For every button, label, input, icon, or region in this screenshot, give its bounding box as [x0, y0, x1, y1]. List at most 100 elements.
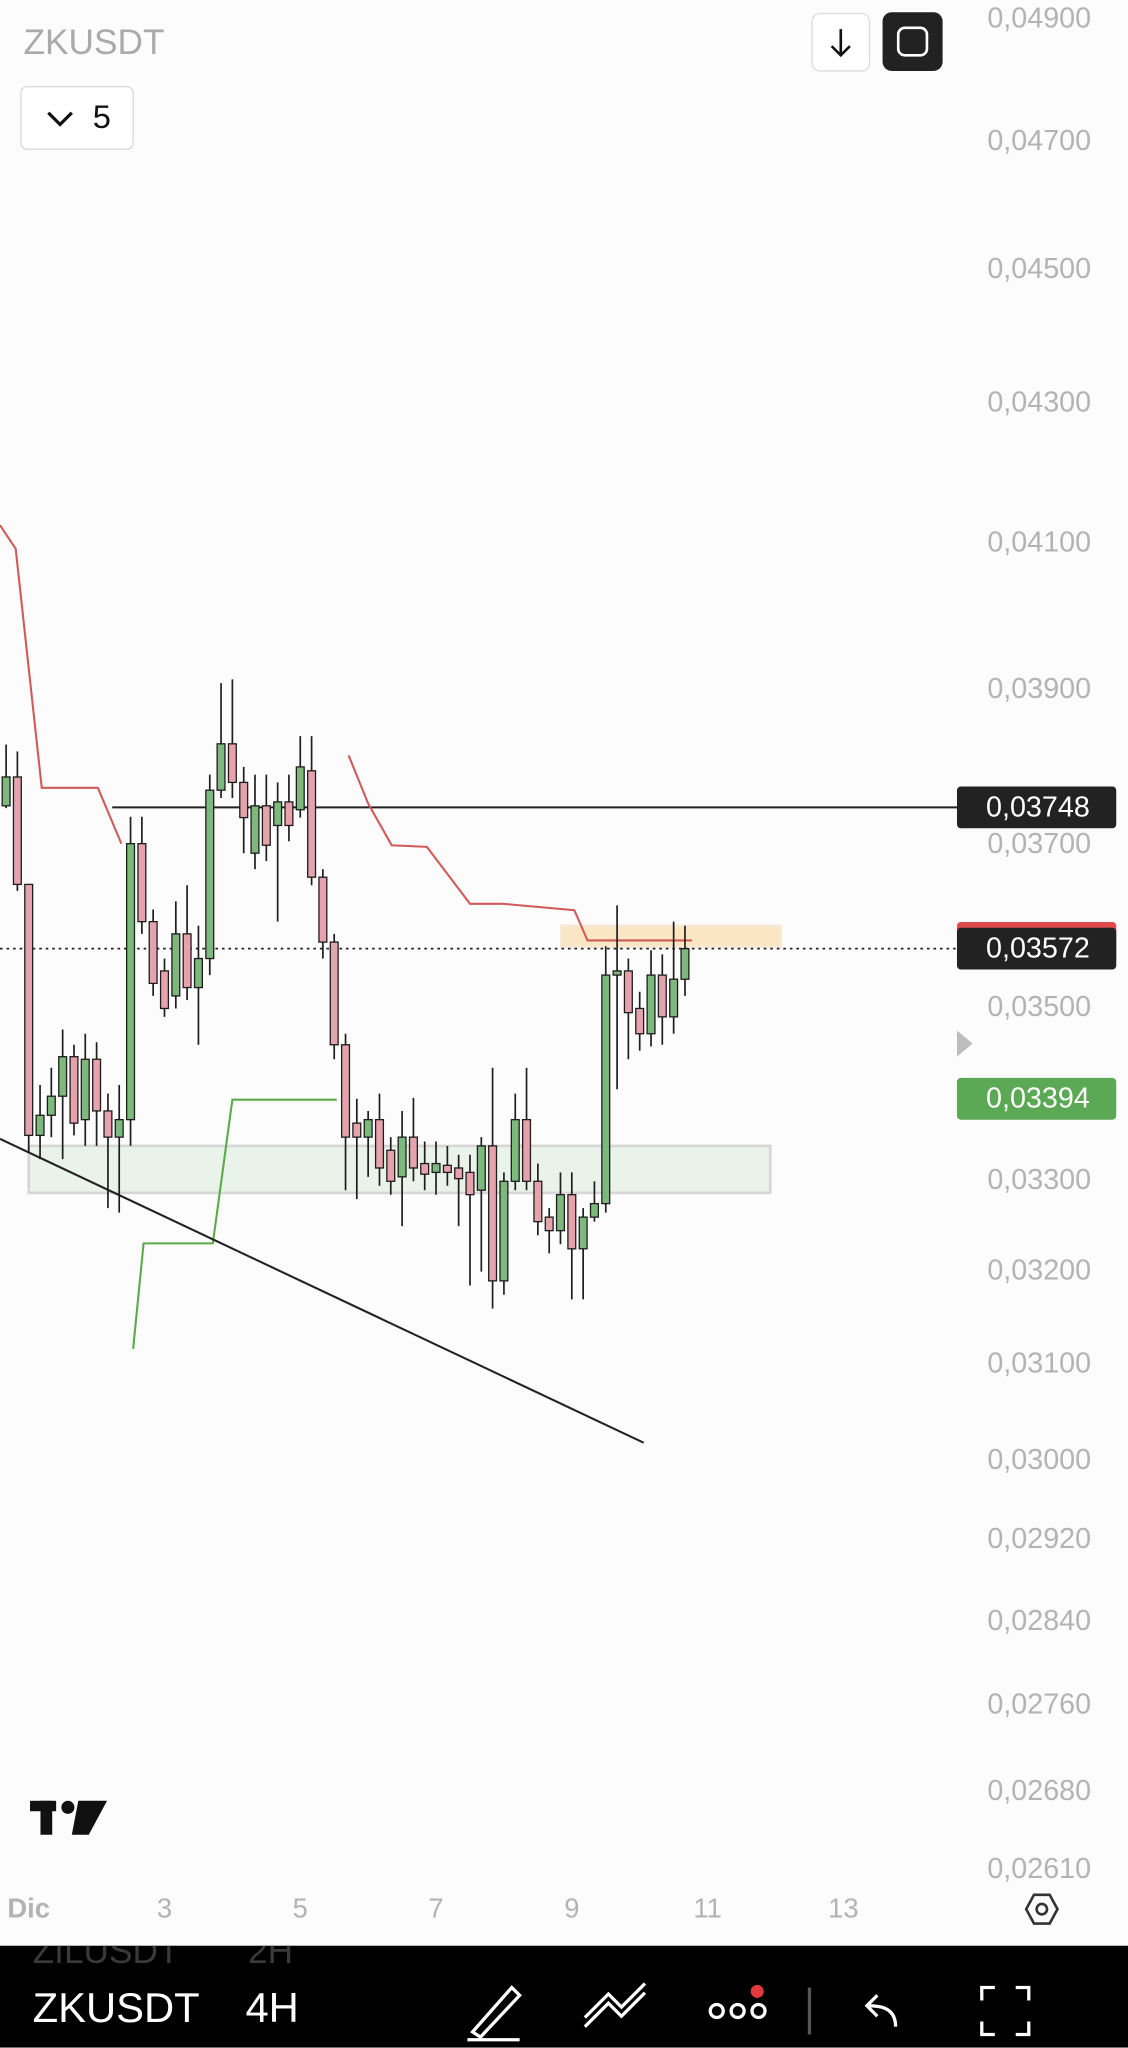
indicator-line: [0, 524, 692, 942]
x-tick-label: 7: [428, 1893, 443, 1924]
plot-area: [0, 524, 960, 1444]
ghost-symbol: ZILUSDT: [33, 1932, 180, 1971]
x-tick-label: 11: [693, 1893, 721, 1924]
candle-body: [284, 801, 294, 827]
y-tick-label: 0,04100: [987, 526, 1091, 558]
interval-dropdown[interactable]: [20, 85, 134, 150]
y-tick-label: 0,02610: [987, 1853, 1091, 1885]
y-tick-label: 0,03200: [987, 1254, 1091, 1286]
candle-body: [476, 1145, 486, 1191]
x-tick-label: 9: [564, 1893, 579, 1924]
y-tick-label: 0,04700: [987, 125, 1091, 157]
candle-body: [159, 970, 170, 1010]
price-label: 0,03572: [986, 933, 1090, 965]
candle-body: [499, 1180, 509, 1282]
y-tick-label: 0,02680: [987, 1775, 1091, 1807]
indicator-line: [132, 1098, 337, 1349]
candle-body: [657, 974, 667, 1018]
fullscreen-icon: [896, 26, 929, 57]
y-tick-label: 0,04900: [987, 3, 1091, 35]
notification-dot: [750, 1984, 764, 1998]
price-label-box: [956, 1077, 1117, 1120]
more-icon[interactable]: [708, 2002, 767, 2020]
interval-count: 5: [93, 98, 111, 135]
y-tick-label: 0,03500: [987, 991, 1091, 1023]
candle-body: [352, 1122, 362, 1138]
x-tick-label: 3: [157, 1893, 172, 1924]
candle-body: [601, 974, 611, 1205]
candle-body: [239, 781, 249, 819]
candle-body: [35, 1114, 45, 1137]
candle-body: [250, 805, 260, 854]
candle-body: [431, 1162, 441, 1174]
toolbar: [0, 1945, 1128, 2048]
candle-body: [442, 1164, 452, 1174]
candle-body: [148, 920, 158, 985]
candle-body: [680, 948, 690, 980]
candle-body: [318, 876, 328, 943]
symbol-title: ZKUSDT: [24, 23, 165, 62]
candle-body: [408, 1136, 419, 1169]
candle-body: [623, 970, 633, 1014]
candle-body: [567, 1194, 577, 1250]
candle-body: [295, 766, 305, 811]
fullscreen-button[interactable]: [882, 12, 943, 71]
toolbar-symbol[interactable]: ZKUSDT: [33, 1984, 200, 2031]
price-label: 0,03394: [986, 1083, 1090, 1115]
candle-body: [555, 1194, 566, 1232]
candle-body: [261, 805, 271, 846]
candle-body: [46, 1095, 56, 1116]
draw-icon[interactable]: [467, 1985, 522, 2042]
y-tick-label: 0,02840: [987, 1605, 1091, 1637]
candle-body: [227, 743, 237, 784]
candle-body: [205, 789, 215, 960]
candle-body: [80, 1058, 90, 1121]
candle-body: [510, 1118, 520, 1182]
candle-body: [182, 933, 192, 989]
candle-body: [465, 1171, 475, 1196]
candle-body: [193, 957, 204, 989]
y-tick-label: 0,02760: [987, 1689, 1091, 1721]
settings-icon[interactable]: [1024, 1893, 1059, 1925]
candle-body: [1, 776, 11, 807]
candle-body: [125, 843, 136, 1121]
toolbar-interval[interactable]: 4H: [245, 1984, 298, 2031]
candle-body: [454, 1167, 464, 1180]
undo-icon[interactable]: [864, 1994, 898, 2027]
candle-body: [340, 1044, 351, 1138]
candle-body: [114, 1118, 124, 1138]
candle-body: [420, 1162, 430, 1175]
chevron-icon: [47, 111, 73, 127]
x-tick-label: 5: [293, 1893, 308, 1924]
candle-body: [103, 1110, 113, 1138]
indicators-icon[interactable]: [583, 1982, 647, 2028]
candle-body: [669, 978, 679, 1018]
ghost-interval: 2H: [248, 1932, 293, 1971]
time-axis: Dic 3 5 7 9 11 13: [7, 1893, 858, 1924]
candle-body: [374, 1118, 385, 1169]
candle-body: [58, 1056, 68, 1097]
candle-body: [273, 801, 283, 827]
candle-body: [24, 883, 34, 1137]
y-tick-label: 0,03300: [987, 1164, 1091, 1196]
y-tick-label: 0,03700: [987, 828, 1091, 860]
x-tick-label: Dic: [7, 1893, 50, 1924]
price-label: 0,03748: [986, 791, 1090, 823]
y-tick-label: 0,04300: [987, 386, 1091, 418]
candle-body: [646, 974, 656, 1035]
candle-body: [137, 843, 147, 923]
candle-body: [589, 1202, 599, 1218]
fullscreen-bottom-icon[interactable]: [980, 1985, 1031, 2037]
candle-body: [521, 1118, 532, 1182]
scroll-marker: [956, 1030, 973, 1057]
candle-body: [307, 770, 317, 878]
candle-body: [363, 1118, 373, 1138]
candle-body: [533, 1180, 543, 1223]
candle-body: [635, 1007, 645, 1035]
candle-body: [92, 1058, 102, 1112]
y-tick-label: 0,03100: [987, 1348, 1091, 1380]
y-tick-label: 0,04500: [987, 253, 1091, 285]
candle-body: [397, 1136, 407, 1178]
